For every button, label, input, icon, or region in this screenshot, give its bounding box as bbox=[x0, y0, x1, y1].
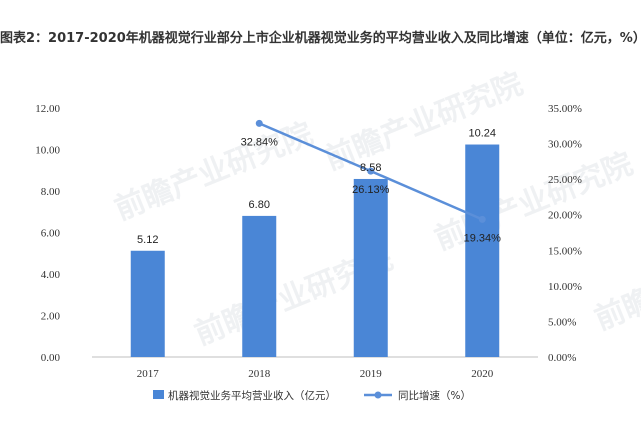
chart-title: 图表2：2017-2020年机器视觉行业部分上市企业机器视觉业务的平均营业收入及… bbox=[0, 31, 641, 46]
y-right-tick-label: 0.00% bbox=[548, 352, 576, 364]
data-labels: 5.12 6.80 8.58 10.24 32.84% 26.13% 19.34% bbox=[137, 128, 501, 246]
axes: 0.00 2.00 4.00 6.00 8.00 10.00 12.00 0.00% 5.00%… bbox=[35, 103, 582, 380]
x-tick-label: 2019 bbox=[360, 368, 383, 380]
legend-line-marker bbox=[374, 391, 382, 399]
bar bbox=[465, 144, 500, 357]
watermark-text: 前瞻产业研究院 bbox=[110, 116, 318, 227]
legend: 机器视觉业务平均营业收入（亿元） 同比增速（%） bbox=[153, 389, 471, 402]
line-series bbox=[255, 119, 486, 223]
y-right-tick-label: 5.00% bbox=[548, 316, 576, 328]
legend-bar-label: 机器视觉业务平均营业收入（亿元） bbox=[168, 389, 336, 402]
y-right-tick-label: 35.00% bbox=[548, 103, 582, 115]
line-value-label: 32.84% bbox=[241, 136, 279, 148]
y-right-tick-label: 25.00% bbox=[548, 174, 582, 186]
y-left-tick-label: 4.00 bbox=[41, 269, 61, 281]
y-left-tick-label: 6.00 bbox=[41, 228, 61, 240]
watermark-text: 前瞻产业研究院 bbox=[590, 226, 641, 337]
bar-value-label: 6.80 bbox=[249, 199, 270, 211]
y-right-tick-label: 15.00% bbox=[548, 245, 582, 257]
bar-series bbox=[130, 144, 500, 357]
x-tick-label: 2017 bbox=[137, 368, 160, 380]
line-point bbox=[478, 215, 486, 223]
line-value-label: 26.13% bbox=[352, 184, 390, 196]
watermark-text: 前瞻产业研究院 bbox=[430, 146, 638, 257]
y-left-tick-label: 0.00 bbox=[41, 352, 61, 364]
y-left-tick-label: 8.00 bbox=[41, 186, 61, 198]
y-right-tick-label: 30.00% bbox=[548, 139, 582, 151]
line-value-label: 19.34% bbox=[464, 232, 502, 244]
bar-value-label: 5.12 bbox=[137, 234, 158, 246]
x-tick-label: 2020 bbox=[471, 368, 494, 380]
bar bbox=[353, 178, 388, 357]
line-point bbox=[367, 167, 375, 175]
legend-bar-swatch bbox=[153, 390, 164, 399]
legend-line-label: 同比增速（%） bbox=[398, 389, 471, 402]
bar-value-label: 10.24 bbox=[468, 128, 496, 140]
y-left-tick-label: 12.00 bbox=[35, 103, 60, 115]
y-right-tick-label: 10.00% bbox=[548, 281, 582, 293]
y-left-tick-label: 10.00 bbox=[35, 145, 60, 157]
bar-value-label: 8.58 bbox=[360, 162, 381, 174]
bar bbox=[130, 250, 165, 357]
x-tick-label: 2018 bbox=[248, 368, 271, 380]
line-point bbox=[255, 119, 263, 127]
bar bbox=[242, 215, 277, 357]
y-left-tick-label: 2.00 bbox=[41, 311, 61, 323]
y-right-tick-label: 20.00% bbox=[548, 210, 582, 222]
